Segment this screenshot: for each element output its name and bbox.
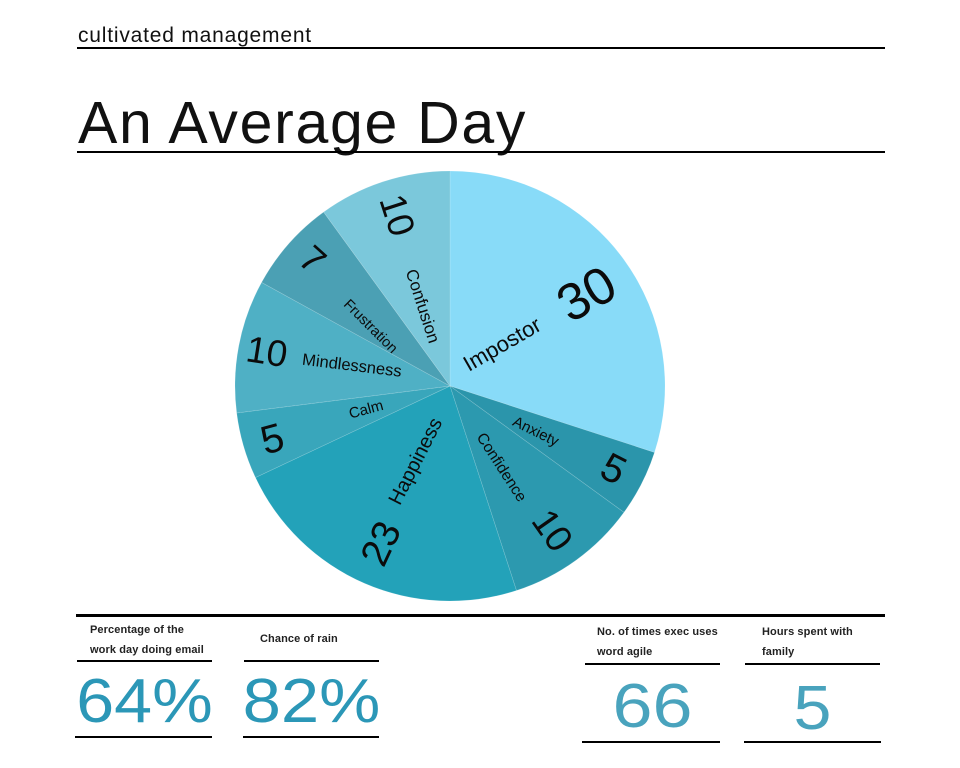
svg-text:10: 10	[243, 328, 290, 375]
